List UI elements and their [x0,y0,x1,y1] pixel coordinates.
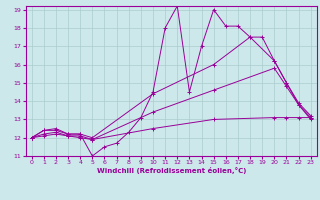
X-axis label: Windchill (Refroidissement éolien,°C): Windchill (Refroidissement éolien,°C) [97,167,246,174]
